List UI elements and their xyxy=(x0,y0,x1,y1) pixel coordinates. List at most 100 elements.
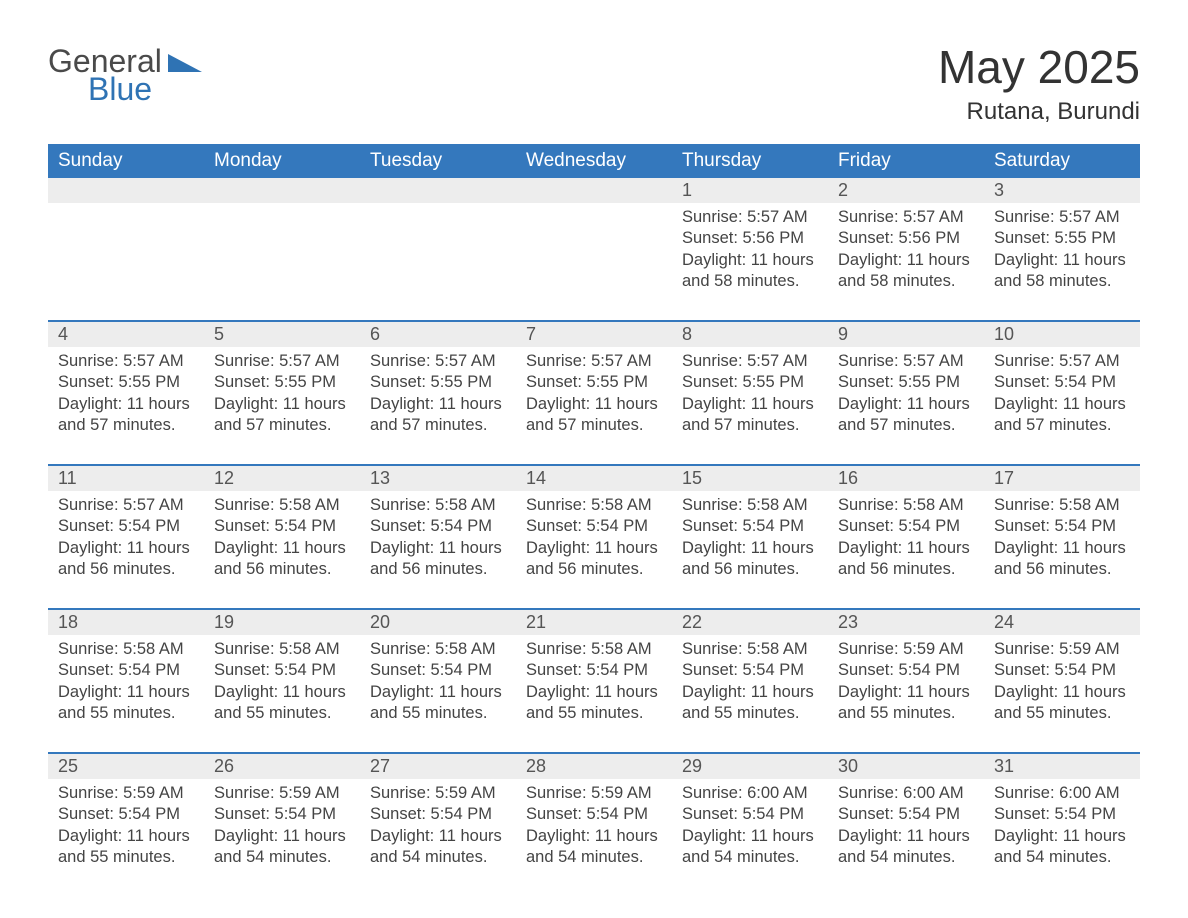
sunrise-text: Sunrise: 6:00 AM xyxy=(682,783,818,804)
day-number-cell: 22 xyxy=(672,609,828,635)
sunrise-text: Sunrise: 5:58 AM xyxy=(214,495,350,516)
sunset-text: Sunset: 5:54 PM xyxy=(526,804,662,825)
weekday-header: Friday xyxy=(828,144,984,178)
calendar-table: SundayMondayTuesdayWednesdayThursdayFrid… xyxy=(48,144,1140,897)
sunrise-text: Sunrise: 5:57 AM xyxy=(370,351,506,372)
day-body-cell: Sunrise: 5:58 AMSunset: 5:54 PMDaylight:… xyxy=(204,491,360,609)
sunrise-text: Sunrise: 5:58 AM xyxy=(838,495,974,516)
daylight-text: Daylight: 11 hours and 55 minutes. xyxy=(994,682,1130,725)
daylight-text: Daylight: 11 hours and 56 minutes. xyxy=(838,538,974,581)
day-body-cell: Sunrise: 5:57 AMSunset: 5:55 PMDaylight:… xyxy=(48,347,204,465)
sunset-text: Sunset: 5:54 PM xyxy=(838,804,974,825)
sunrise-text: Sunrise: 5:59 AM xyxy=(370,783,506,804)
sunrise-text: Sunrise: 5:58 AM xyxy=(994,495,1130,516)
day-body-row: Sunrise: 5:59 AMSunset: 5:54 PMDaylight:… xyxy=(48,779,1140,897)
sunset-text: Sunset: 5:54 PM xyxy=(58,660,194,681)
day-number-cell: 25 xyxy=(48,753,204,779)
weekday-header: Wednesday xyxy=(516,144,672,178)
logo-text-blue: Blue xyxy=(88,73,202,105)
day-number-cell xyxy=(516,178,672,203)
day-body-cell: Sunrise: 6:00 AMSunset: 5:54 PMDaylight:… xyxy=(672,779,828,897)
sunrise-text: Sunrise: 5:59 AM xyxy=(994,639,1130,660)
day-number-cell: 18 xyxy=(48,609,204,635)
sunset-text: Sunset: 5:56 PM xyxy=(838,228,974,249)
header: General Blue May 2025 Rutana, Burundi xyxy=(48,30,1140,126)
day-body-cell: Sunrise: 5:58 AMSunset: 5:54 PMDaylight:… xyxy=(672,635,828,753)
day-body-cell: Sunrise: 5:57 AMSunset: 5:56 PMDaylight:… xyxy=(672,203,828,321)
day-body-cell: Sunrise: 5:59 AMSunset: 5:54 PMDaylight:… xyxy=(516,779,672,897)
day-body-cell: Sunrise: 5:58 AMSunset: 5:54 PMDaylight:… xyxy=(672,491,828,609)
daylight-text: Daylight: 11 hours and 56 minutes. xyxy=(526,538,662,581)
sunrise-text: Sunrise: 5:57 AM xyxy=(838,351,974,372)
day-body-cell xyxy=(360,203,516,321)
logo-text-block: General Blue xyxy=(48,44,202,105)
day-body-cell: Sunrise: 5:57 AMSunset: 5:55 PMDaylight:… xyxy=(828,347,984,465)
day-number-cell: 19 xyxy=(204,609,360,635)
day-body-cell: Sunrise: 5:58 AMSunset: 5:54 PMDaylight:… xyxy=(828,491,984,609)
day-body-row: Sunrise: 5:57 AMSunset: 5:56 PMDaylight:… xyxy=(48,203,1140,321)
day-number-cell: 4 xyxy=(48,321,204,347)
sunset-text: Sunset: 5:54 PM xyxy=(994,660,1130,681)
sunrise-text: Sunrise: 5:57 AM xyxy=(994,207,1130,228)
day-body-cell: Sunrise: 5:57 AMSunset: 5:55 PMDaylight:… xyxy=(516,347,672,465)
sunrise-text: Sunrise: 5:58 AM xyxy=(370,495,506,516)
page-subtitle: Rutana, Burundi xyxy=(938,98,1140,126)
weekday-header: Monday xyxy=(204,144,360,178)
day-body-row: Sunrise: 5:57 AMSunset: 5:54 PMDaylight:… xyxy=(48,491,1140,609)
day-number-cell: 14 xyxy=(516,465,672,491)
day-body-cell: Sunrise: 5:58 AMSunset: 5:54 PMDaylight:… xyxy=(516,635,672,753)
day-body-cell: Sunrise: 5:58 AMSunset: 5:54 PMDaylight:… xyxy=(516,491,672,609)
daylight-text: Daylight: 11 hours and 54 minutes. xyxy=(214,826,350,869)
sunset-text: Sunset: 5:54 PM xyxy=(214,516,350,537)
day-number-cell: 21 xyxy=(516,609,672,635)
sunset-text: Sunset: 5:54 PM xyxy=(370,660,506,681)
day-number-row: 123 xyxy=(48,178,1140,203)
day-number-cell: 30 xyxy=(828,753,984,779)
sunset-text: Sunset: 5:54 PM xyxy=(214,660,350,681)
weekday-header: Sunday xyxy=(48,144,204,178)
sunset-text: Sunset: 5:54 PM xyxy=(994,804,1130,825)
sunset-text: Sunset: 5:54 PM xyxy=(526,660,662,681)
day-body-cell: Sunrise: 5:59 AMSunset: 5:54 PMDaylight:… xyxy=(984,635,1140,753)
sunrise-text: Sunrise: 5:59 AM xyxy=(526,783,662,804)
day-number-row: 45678910 xyxy=(48,321,1140,347)
day-body-cell xyxy=(204,203,360,321)
logo-triangle-icon xyxy=(168,50,202,77)
day-number-cell xyxy=(360,178,516,203)
sunset-text: Sunset: 5:54 PM xyxy=(526,516,662,537)
daylight-text: Daylight: 11 hours and 57 minutes. xyxy=(682,394,818,437)
sunset-text: Sunset: 5:54 PM xyxy=(838,660,974,681)
sunset-text: Sunset: 5:55 PM xyxy=(682,372,818,393)
day-body-cell: Sunrise: 5:58 AMSunset: 5:54 PMDaylight:… xyxy=(984,491,1140,609)
sunset-text: Sunset: 5:56 PM xyxy=(682,228,818,249)
sunrise-text: Sunrise: 5:58 AM xyxy=(526,639,662,660)
daylight-text: Daylight: 11 hours and 54 minutes. xyxy=(838,826,974,869)
sunrise-text: Sunrise: 5:59 AM xyxy=(838,639,974,660)
day-number-cell: 8 xyxy=(672,321,828,347)
day-number-row: 25262728293031 xyxy=(48,753,1140,779)
day-body-cell: Sunrise: 5:59 AMSunset: 5:54 PMDaylight:… xyxy=(828,635,984,753)
day-number-cell: 6 xyxy=(360,321,516,347)
sunset-text: Sunset: 5:54 PM xyxy=(214,804,350,825)
daylight-text: Daylight: 11 hours and 58 minutes. xyxy=(994,250,1130,293)
daylight-text: Daylight: 11 hours and 56 minutes. xyxy=(58,538,194,581)
sunrise-text: Sunrise: 5:57 AM xyxy=(214,351,350,372)
day-number-cell: 24 xyxy=(984,609,1140,635)
title-block: May 2025 Rutana, Burundi xyxy=(938,30,1140,126)
day-number-cell: 7 xyxy=(516,321,672,347)
daylight-text: Daylight: 11 hours and 58 minutes. xyxy=(682,250,818,293)
daylight-text: Daylight: 11 hours and 56 minutes. xyxy=(994,538,1130,581)
day-number-cell xyxy=(204,178,360,203)
day-number-cell: 9 xyxy=(828,321,984,347)
day-body-cell: Sunrise: 5:59 AMSunset: 5:54 PMDaylight:… xyxy=(204,779,360,897)
day-body-cell: Sunrise: 5:58 AMSunset: 5:54 PMDaylight:… xyxy=(360,635,516,753)
sunrise-text: Sunrise: 5:57 AM xyxy=(994,351,1130,372)
sunrise-text: Sunrise: 5:58 AM xyxy=(370,639,506,660)
day-body-cell: Sunrise: 5:57 AMSunset: 5:55 PMDaylight:… xyxy=(204,347,360,465)
sunset-text: Sunset: 5:55 PM xyxy=(838,372,974,393)
daylight-text: Daylight: 11 hours and 54 minutes. xyxy=(682,826,818,869)
day-number-cell: 29 xyxy=(672,753,828,779)
day-number-cell: 5 xyxy=(204,321,360,347)
sunrise-text: Sunrise: 5:57 AM xyxy=(526,351,662,372)
day-body-cell: Sunrise: 5:57 AMSunset: 5:54 PMDaylight:… xyxy=(984,347,1140,465)
